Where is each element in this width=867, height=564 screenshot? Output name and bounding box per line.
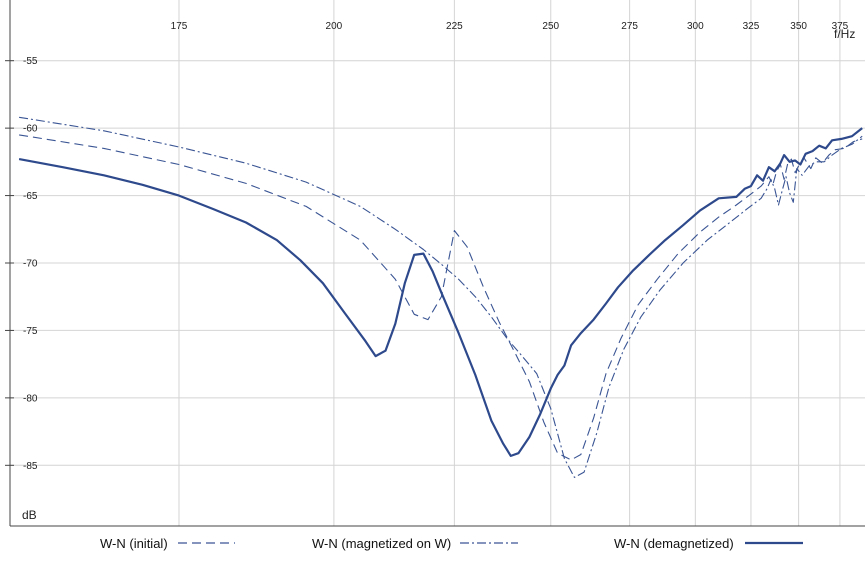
- x-tick-label: 300: [687, 21, 704, 32]
- y-tick-label: -75: [23, 326, 38, 337]
- x-tick-label: 325: [743, 21, 760, 32]
- legend-item-demagnetized: W-N (demagnetized): [614, 536, 803, 551]
- grid-lines: [10, 0, 865, 526]
- series-line-w-n-magnetized-on-w: [19, 116, 863, 478]
- y-axis-unit-label: dB: [22, 508, 37, 522]
- y-axis-ticks: -55 -60 -65 -70 -75 -80 -85: [5, 56, 38, 472]
- y-tick-label: -55: [23, 56, 38, 67]
- legend-item-initial: W-N (initial): [100, 536, 235, 551]
- x-tick-label: 225: [446, 21, 463, 32]
- y-tick-label: -65: [23, 191, 38, 202]
- x-tick-label: 200: [326, 21, 343, 32]
- y-tick-label: -80: [23, 393, 38, 404]
- legend: W-N (initial) W-N (magnetized on W) W-N …: [100, 536, 803, 551]
- y-tick-label: -85: [23, 461, 38, 472]
- y-tick-label: -60: [23, 124, 38, 135]
- x-tick-label: 175: [171, 21, 188, 32]
- legend-item-magnetized: W-N (magnetized on W): [312, 536, 518, 551]
- y-tick-label: -70: [23, 259, 38, 270]
- series-layer: [18, 116, 863, 478]
- legend-label-magnetized: W-N (magnetized on W): [312, 536, 451, 551]
- x-tick-label: 375: [832, 21, 849, 32]
- x-tick-label: 275: [621, 21, 638, 32]
- legend-label-initial: W-N (initial): [100, 536, 168, 551]
- series-line-w-n-demagnetized: [18, 127, 863, 457]
- legend-label-demagnetized: W-N (demagnetized): [614, 536, 734, 551]
- x-axis-unit-label: f/Hz: [834, 27, 855, 41]
- x-tick-label: 250: [542, 21, 559, 32]
- x-tick-label: 350: [790, 21, 807, 32]
- x-axis-ticks: 175 200 225 250 275 300 325 350 375: [171, 21, 849, 32]
